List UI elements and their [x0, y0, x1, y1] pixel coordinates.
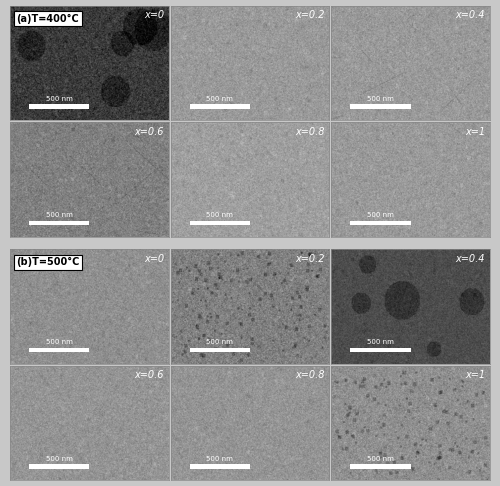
Bar [190, 464, 250, 469]
Bar [190, 104, 250, 109]
Text: x=0.8: x=0.8 [295, 370, 324, 380]
Bar [350, 464, 410, 469]
Bar [190, 221, 250, 225]
Text: x=0.8: x=0.8 [295, 127, 324, 137]
Text: (a)T=400°C: (a)T=400°C [16, 14, 79, 24]
Text: x=0.2: x=0.2 [295, 254, 324, 264]
Text: x=0: x=0 [144, 10, 164, 20]
Text: x=1: x=1 [465, 127, 485, 137]
Bar [350, 104, 410, 109]
Bar [29, 348, 90, 352]
Text: 500 nm: 500 nm [46, 96, 72, 102]
Text: 500 nm: 500 nm [206, 212, 234, 218]
Bar [350, 221, 410, 225]
Text: 500 nm: 500 nm [46, 339, 72, 346]
Text: 500 nm: 500 nm [206, 339, 234, 346]
Text: x=0.4: x=0.4 [456, 10, 485, 20]
Text: x=0.2: x=0.2 [295, 10, 324, 20]
Bar [350, 348, 410, 352]
Bar [29, 104, 90, 109]
Bar [29, 464, 90, 469]
Text: 500 nm: 500 nm [367, 212, 394, 218]
Text: x=0.6: x=0.6 [134, 127, 164, 137]
Text: 500 nm: 500 nm [367, 96, 394, 102]
Text: x=0.4: x=0.4 [456, 254, 485, 264]
Text: 500 nm: 500 nm [206, 456, 234, 462]
Text: x=0: x=0 [144, 254, 164, 264]
Bar [190, 348, 250, 352]
Text: 500 nm: 500 nm [46, 456, 72, 462]
Text: x=0.6: x=0.6 [134, 370, 164, 380]
Text: 500 nm: 500 nm [367, 339, 394, 346]
Text: 500 nm: 500 nm [206, 96, 234, 102]
Text: (b)T=500°C: (b)T=500°C [16, 257, 80, 267]
Text: x=1: x=1 [465, 370, 485, 380]
Bar [29, 221, 90, 225]
Text: 500 nm: 500 nm [46, 212, 72, 218]
Text: 500 nm: 500 nm [367, 456, 394, 462]
